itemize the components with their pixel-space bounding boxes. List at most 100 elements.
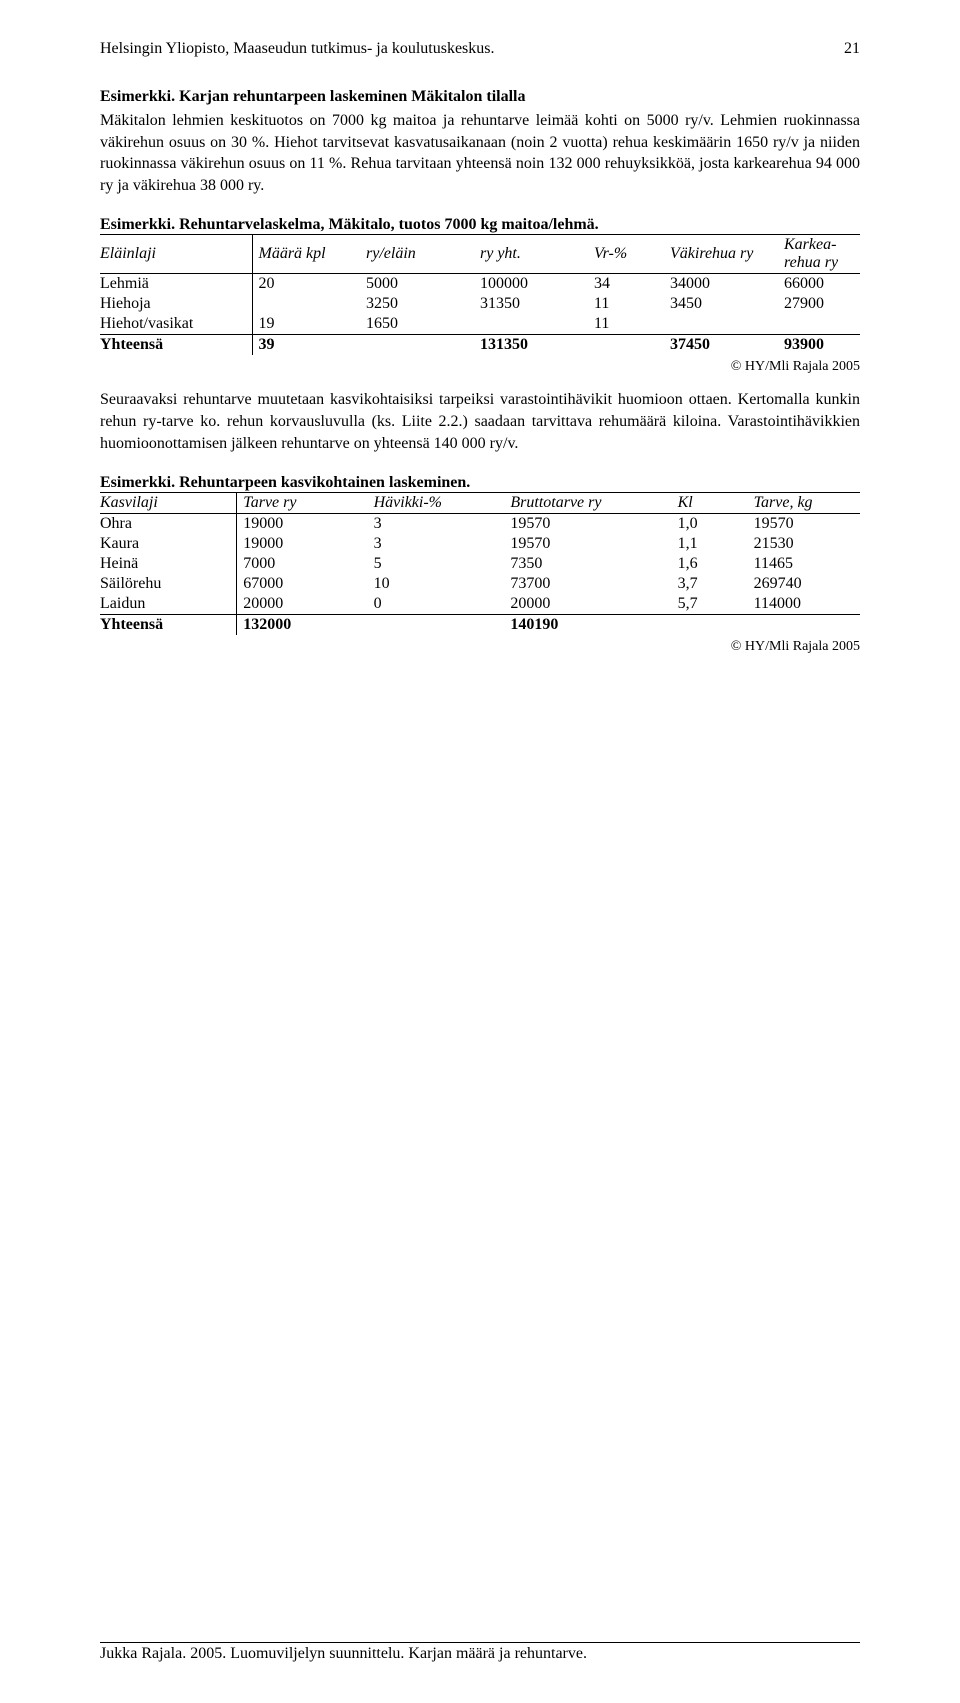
cell: 11 — [594, 314, 670, 335]
table-total-row: Yhteensä 39 131350 37450 93900 — [100, 335, 860, 356]
table-row: Kaura 19000 3 19570 1,1 21530 — [100, 534, 860, 554]
table2-copyright: © HY/Mli Rajala 2005 — [100, 639, 860, 655]
table-row: Ohra 19000 3 19570 1,0 19570 — [100, 514, 860, 535]
cell — [754, 615, 860, 636]
cell: 0 — [374, 594, 511, 615]
intro-title: Esimerkki. Karjan rehuntarpeen laskemine… — [100, 88, 860, 106]
cell — [784, 314, 860, 335]
cell: Laidun — [100, 594, 237, 615]
cell: Heinä — [100, 554, 237, 574]
cell: 34 — [594, 274, 670, 295]
col-header: Bruttotarve ry — [510, 493, 677, 514]
col-header: Tarve ry — [237, 493, 374, 514]
col-header: Karkea-rehua ry — [784, 235, 860, 274]
cell: 3 — [374, 534, 511, 554]
table2-title: Esimerkki. Rehuntarpeen kasvikohtainen l… — [100, 474, 860, 492]
cell: 3 — [374, 514, 511, 535]
cell: 114000 — [754, 594, 860, 615]
cell: 1,1 — [678, 534, 754, 554]
cell — [366, 335, 480, 356]
cell: 19570 — [510, 514, 677, 535]
cell: 27900 — [784, 294, 860, 314]
cell: 5,7 — [678, 594, 754, 615]
cell: 3250 — [366, 294, 480, 314]
page-header: Helsingin Yliopisto, Maaseudun tutkimus-… — [100, 40, 860, 58]
cell: 3,7 — [678, 574, 754, 594]
table-total-row: Yhteensä 132000 140190 — [100, 615, 860, 636]
cell: 20000 — [237, 594, 374, 615]
table1-copyright: © HY/Mli Rajala 2005 — [100, 359, 860, 375]
cell: 19570 — [754, 514, 860, 535]
table-header-row: Kasvilaji Tarve ry Hävikki-% Bruttotarve… — [100, 493, 860, 514]
cell: 73700 — [510, 574, 677, 594]
table-kasvikohtainen: Kasvilaji Tarve ry Hävikki-% Bruttotarve… — [100, 492, 860, 635]
col-header: Määrä kpl — [252, 235, 366, 274]
header-text: Helsingin Yliopisto, Maaseudun tutkimus-… — [100, 40, 495, 57]
cell: 10 — [374, 574, 511, 594]
cell — [670, 314, 784, 335]
cell: 5 — [374, 554, 511, 574]
table-row: Hiehoja 3250 31350 11 3450 27900 — [100, 294, 860, 314]
cell: 19 — [252, 314, 366, 335]
cell: 11 — [594, 294, 670, 314]
table1-title: Esimerkki. Rehuntarvelaskelma, Mäkitalo,… — [100, 216, 860, 234]
col-header: ry yht. — [480, 235, 594, 274]
cell: 20000 — [510, 594, 677, 615]
table-row: Säilörehu 67000 10 73700 3,7 269740 — [100, 574, 860, 594]
cell: 11465 — [754, 554, 860, 574]
cell — [252, 294, 366, 314]
cell: Kaura — [100, 534, 237, 554]
table-rehuntarvelaskelma: Eläinlaji Määrä kpl ry/eläin ry yht. Vr-… — [100, 234, 860, 355]
cell — [374, 615, 511, 636]
cell: 39 — [252, 335, 366, 356]
col-header: Eläinlaji — [100, 235, 252, 274]
cell: 1,0 — [678, 514, 754, 535]
col-header: ry/eläin — [366, 235, 480, 274]
cell: 1650 — [366, 314, 480, 335]
cell — [678, 615, 754, 636]
table-row: Heinä 7000 5 7350 1,6 11465 — [100, 554, 860, 574]
table-row: Lehmiä 20 5000 100000 34 34000 66000 — [100, 274, 860, 295]
col-header: Hävikki-% — [374, 493, 511, 514]
cell: 140190 — [510, 615, 677, 636]
col-header: Kl — [678, 493, 754, 514]
cell: Yhteensä — [100, 335, 252, 356]
cell: 34000 — [670, 274, 784, 295]
cell: 3450 — [670, 294, 784, 314]
cell: 93900 — [784, 335, 860, 356]
table-header-row: Eläinlaji Määrä kpl ry/eläin ry yht. Vr-… — [100, 235, 860, 274]
cell: Ohra — [100, 514, 237, 535]
cell: 7350 — [510, 554, 677, 574]
col-header: Kasvilaji — [100, 493, 237, 514]
cell: Säilörehu — [100, 574, 237, 594]
cell: 19570 — [510, 534, 677, 554]
cell: 20 — [252, 274, 366, 295]
cell: 67000 — [237, 574, 374, 594]
cell — [480, 314, 594, 335]
middle-paragraph: Seuraavaksi rehuntarve muutetaan kasviko… — [100, 389, 860, 454]
cell: 19000 — [237, 514, 374, 535]
cell: Hiehoja — [100, 294, 252, 314]
cell: 19000 — [237, 534, 374, 554]
cell: 5000 — [366, 274, 480, 295]
page-footer: Jukka Rajala. 2005. Luomuviljelyn suunni… — [100, 1642, 860, 1663]
cell: Yhteensä — [100, 615, 237, 636]
page-number: 21 — [844, 40, 860, 58]
cell: 21530 — [754, 534, 860, 554]
intro-body: Mäkitalon lehmien keskituotos on 7000 kg… — [100, 110, 860, 196]
col-header: Tarve, kg — [754, 493, 860, 514]
cell: 131350 — [480, 335, 594, 356]
cell: Hiehot/vasikat — [100, 314, 252, 335]
table-row: Laidun 20000 0 20000 5,7 114000 — [100, 594, 860, 615]
cell: 100000 — [480, 274, 594, 295]
cell: 269740 — [754, 574, 860, 594]
table-row: Hiehot/vasikat 19 1650 11 — [100, 314, 860, 335]
cell: Lehmiä — [100, 274, 252, 295]
cell: 132000 — [237, 615, 374, 636]
cell: 31350 — [480, 294, 594, 314]
col-header: Vr-% — [594, 235, 670, 274]
cell — [594, 335, 670, 356]
cell: 37450 — [670, 335, 784, 356]
col-header: Väkirehua ry — [670, 235, 784, 274]
cell: 7000 — [237, 554, 374, 574]
